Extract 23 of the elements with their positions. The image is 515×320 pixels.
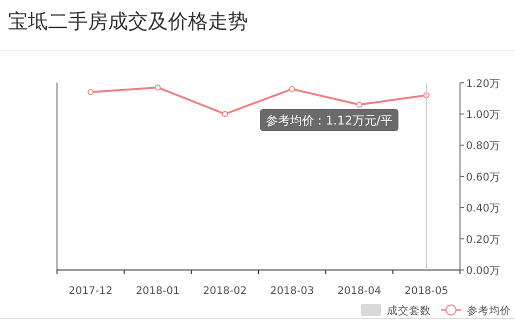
tooltip: 参考均价 : 1.12万元/平	[260, 82, 427, 270]
y-tick-label: 0.60万	[466, 171, 500, 184]
x-tick-label: 2017-12	[68, 285, 113, 297]
point	[88, 89, 94, 96]
x-tick-label: 2018-01	[136, 285, 180, 297]
legend-label: 成交套数	[387, 304, 431, 317]
x-tick-label: 2018-04	[337, 285, 382, 297]
y-tick-label: 0.00万	[466, 265, 500, 277]
legend-label: 参考均价	[467, 304, 511, 317]
y-tick-label: 0.40万	[466, 202, 500, 215]
y-tick-label: 1.00万	[466, 109, 500, 121]
y-tick-label: 0.20万	[466, 234, 500, 246]
x-tick-label: 2018-02	[202, 285, 247, 297]
chart-title: 宝坻二手房成交及价格走势	[8, 9, 248, 33]
point	[222, 111, 228, 117]
y-tick-label: 1.20万	[466, 78, 500, 90]
y-tick-label: 0.80万	[466, 140, 500, 152]
point	[154, 84, 161, 90]
annotation: 参考均价 : 1.12万元/平	[266, 114, 392, 128]
point	[289, 86, 296, 92]
x-tick-label: 2018-05	[404, 285, 448, 297]
x-tick-label: 2018-03	[270, 285, 314, 297]
point	[356, 102, 362, 108]
